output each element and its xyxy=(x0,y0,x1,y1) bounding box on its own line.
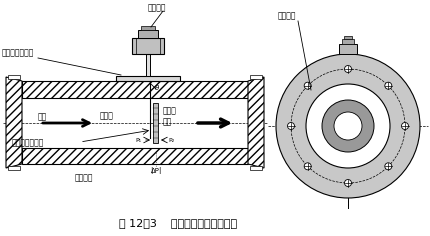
Circle shape xyxy=(385,163,392,170)
Circle shape xyxy=(344,66,351,72)
Polygon shape xyxy=(22,148,248,164)
Text: |: | xyxy=(150,167,153,174)
Polygon shape xyxy=(116,76,180,81)
Text: 智能表头: 智能表头 xyxy=(148,3,166,12)
Polygon shape xyxy=(339,44,357,54)
Polygon shape xyxy=(8,75,20,79)
Polygon shape xyxy=(248,77,264,168)
Polygon shape xyxy=(153,103,158,143)
Polygon shape xyxy=(344,36,352,39)
Text: ΔP: ΔP xyxy=(151,168,160,174)
Circle shape xyxy=(306,84,390,168)
Text: 靶面: 靶面 xyxy=(163,117,172,126)
Text: P₁: P₁ xyxy=(135,138,141,143)
Polygon shape xyxy=(146,54,150,76)
Text: θ: θ xyxy=(155,85,159,91)
Circle shape xyxy=(334,112,362,140)
Text: 靶周黏滞摩擦力: 靶周黏滞摩擦力 xyxy=(12,138,44,147)
Polygon shape xyxy=(250,166,262,170)
Text: 图 12－3    靶式流量计结构示意图: 图 12－3 靶式流量计结构示意图 xyxy=(119,218,237,228)
Text: 密封形变金属片: 密封形变金属片 xyxy=(2,48,34,57)
Polygon shape xyxy=(132,38,164,54)
Polygon shape xyxy=(8,166,20,170)
Polygon shape xyxy=(250,75,262,79)
Circle shape xyxy=(288,122,295,130)
Polygon shape xyxy=(6,77,22,168)
Circle shape xyxy=(402,122,408,130)
Text: P₂: P₂ xyxy=(168,138,174,143)
Circle shape xyxy=(276,54,420,198)
Text: 环形空间: 环形空间 xyxy=(278,11,297,20)
Text: |: | xyxy=(158,167,161,174)
Circle shape xyxy=(304,163,311,170)
Circle shape xyxy=(322,100,374,152)
Circle shape xyxy=(304,82,311,89)
Text: 仪表壳体: 仪表壳体 xyxy=(75,173,93,182)
Polygon shape xyxy=(342,39,354,44)
Circle shape xyxy=(344,180,351,186)
Polygon shape xyxy=(22,81,248,98)
Polygon shape xyxy=(138,30,158,38)
Text: 连接杆: 连接杆 xyxy=(100,111,114,120)
Text: 流向: 流向 xyxy=(38,112,47,121)
Polygon shape xyxy=(141,26,155,30)
Circle shape xyxy=(385,82,392,89)
Text: 位移角: 位移角 xyxy=(163,106,177,115)
